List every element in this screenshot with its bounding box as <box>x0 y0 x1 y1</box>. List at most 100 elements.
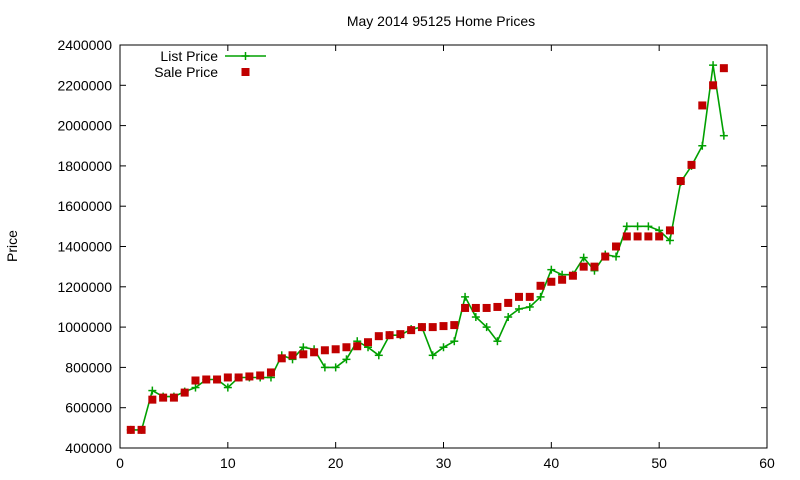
legend-square-marker <box>241 68 250 76</box>
sale-price-point <box>471 303 480 312</box>
sale-price-point <box>655 232 664 241</box>
sale-price-point <box>439 322 448 331</box>
list-price-point <box>579 253 588 262</box>
list-price-point <box>622 222 631 231</box>
list-price-point <box>547 265 556 274</box>
list-price-point <box>482 323 491 332</box>
sale-price-point <box>665 226 674 235</box>
chart-title: May 2014 95125 Home Prices <box>347 13 535 29</box>
list-price-point <box>331 363 340 372</box>
sale-price-point <box>407 326 416 335</box>
sale-price-point <box>320 346 329 355</box>
sale-price-point <box>417 323 426 332</box>
sale-price-point <box>234 373 243 382</box>
list-price-point <box>191 383 200 392</box>
sale-price-point <box>568 271 577 280</box>
list-price-point <box>450 337 459 346</box>
sale-price-point <box>558 275 567 284</box>
sale-price-point <box>698 101 707 110</box>
sale-price-point <box>213 375 222 384</box>
y-axis-label: Price <box>4 230 20 262</box>
y-tick-label: 800000 <box>65 359 112 375</box>
y-tick-label: 1000000 <box>57 319 112 335</box>
sale-price-point <box>644 232 653 241</box>
x-tick-label: 30 <box>436 455 452 471</box>
sale-price-point <box>202 375 211 384</box>
sale-price-point <box>180 388 189 397</box>
sale-price-point <box>719 64 728 73</box>
list-price-point <box>698 141 707 150</box>
list-price-point <box>665 236 674 245</box>
x-tick-label: 10 <box>220 455 236 471</box>
sale-price-point <box>579 262 588 271</box>
plot-series <box>126 61 728 434</box>
x-tick-label: 20 <box>328 455 344 471</box>
sale-price-point <box>277 354 286 363</box>
list-price-point <box>320 363 329 372</box>
list-price-point <box>428 351 437 360</box>
list-price-point <box>223 383 232 392</box>
sale-price-point <box>385 331 394 340</box>
sale-price-point <box>525 292 534 301</box>
sale-price-point <box>353 342 362 351</box>
sale-price-point <box>342 343 351 352</box>
list-price-point <box>612 252 621 261</box>
sale-price-point <box>223 373 232 382</box>
x-tick-label: 0 <box>116 455 124 471</box>
legend-label: Sale Price <box>154 64 218 80</box>
sale-price-point <box>612 242 621 251</box>
list-price-point <box>536 292 545 301</box>
y-tick-label: 600000 <box>65 400 112 416</box>
plot-frame <box>119 44 768 449</box>
sale-price-point <box>374 332 383 341</box>
sale-price-point <box>310 348 319 357</box>
y-tick-label: 1800000 <box>57 158 112 174</box>
y-tick-label: 1400000 <box>57 239 112 255</box>
sale-price-point <box>288 351 297 360</box>
y-tick-label: 2200000 <box>57 77 112 93</box>
sale-price-point <box>245 372 254 381</box>
sale-price-point <box>299 350 308 359</box>
x-tick-label: 40 <box>544 455 560 471</box>
list-price-point <box>633 222 642 231</box>
sale-price-point <box>148 395 157 404</box>
x-tick-label: 50 <box>651 455 667 471</box>
list-price-point <box>439 343 448 352</box>
series-1 <box>126 64 728 434</box>
sale-price-point <box>331 345 340 354</box>
sale-price-point <box>709 81 718 90</box>
y-tick-label: 2400000 <box>57 37 112 53</box>
list-price-point <box>514 304 523 313</box>
legend-label: List Price <box>160 48 218 64</box>
list-price-point <box>374 351 383 360</box>
sale-price-point <box>461 303 470 312</box>
list-price-point <box>644 222 653 231</box>
sale-price-point <box>396 330 405 339</box>
sale-price-point <box>687 160 696 169</box>
sale-price-point <box>514 292 523 301</box>
list-price-point <box>525 302 534 311</box>
sale-price-point <box>493 302 502 311</box>
y-tick-label: 400000 <box>65 440 112 456</box>
list-price-point <box>471 313 480 322</box>
y-tick-label: 1600000 <box>57 198 112 214</box>
list-price-point <box>299 343 308 352</box>
sale-price-point <box>504 298 513 307</box>
sale-price-point <box>450 321 459 330</box>
sale-price-point <box>622 232 631 241</box>
list-price-point <box>504 313 513 322</box>
x-tick-label: 60 <box>759 455 775 471</box>
list-price-point <box>493 337 502 346</box>
list-price-line <box>130 65 725 431</box>
sale-price-point <box>547 277 556 286</box>
sale-price-point <box>590 262 599 271</box>
sale-price-point <box>126 425 135 434</box>
y-tick-label: 2000000 <box>57 118 112 134</box>
list-price-point <box>709 61 718 70</box>
sale-price-point <box>137 425 146 434</box>
sale-price-point <box>633 232 642 241</box>
list-price-point <box>719 131 728 140</box>
list-price-point <box>342 355 351 364</box>
